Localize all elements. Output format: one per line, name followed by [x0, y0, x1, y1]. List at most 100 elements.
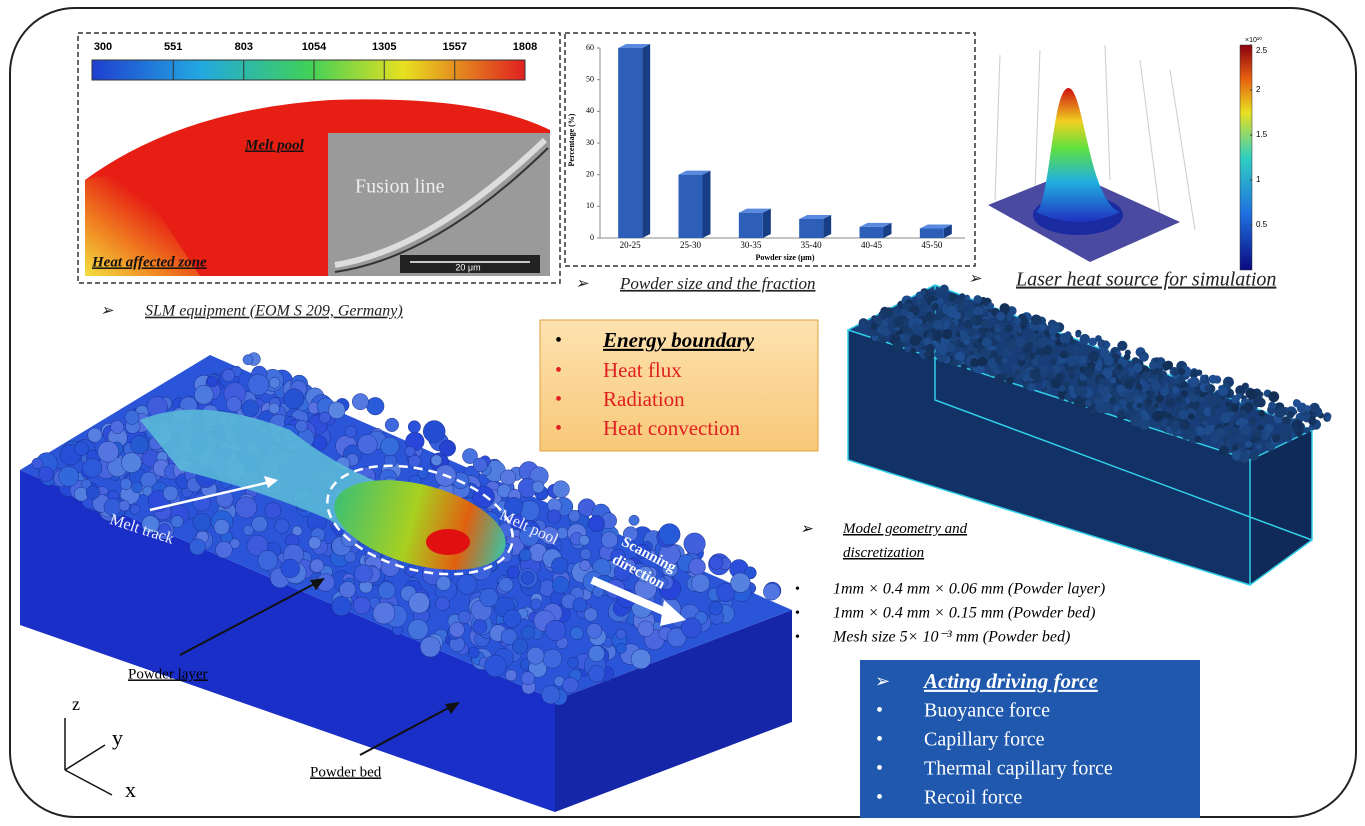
powder-particle: [601, 532, 618, 549]
powder-particle: [512, 639, 528, 655]
powder-particle: [1178, 368, 1185, 375]
powder-particle: [1124, 354, 1131, 361]
powder-particle: [252, 516, 268, 532]
powder-particle: [207, 376, 218, 387]
powder-particle: [1220, 413, 1231, 424]
powder-particle: [1055, 333, 1060, 338]
grid-line: [1105, 45, 1110, 180]
powder-particle: [1085, 400, 1092, 407]
powder-particle: [579, 535, 589, 545]
powder-particle: [1181, 381, 1188, 388]
powder-particle: [942, 329, 952, 339]
x-axis-label: Powder size (μm): [755, 253, 814, 262]
fusion-line-label: Fusion line: [355, 176, 445, 198]
powder-particle: [1219, 445, 1229, 455]
powder-particle: [874, 315, 883, 324]
powder-particle: [32, 458, 43, 469]
axis-x: [65, 770, 112, 795]
powder-particle: [358, 435, 378, 455]
powder-particle: [74, 441, 88, 455]
powder-particle: [1263, 418, 1269, 424]
powder-particle: [214, 519, 230, 535]
scale-label: 20 μm: [455, 262, 480, 272]
powder-particle: [552, 481, 569, 498]
powder-particle: [269, 403, 280, 414]
powder-particle: [1179, 419, 1190, 430]
powder-particle: [964, 339, 970, 345]
powder-particle: [1063, 343, 1068, 348]
x-tick-label: 25-30: [680, 240, 701, 250]
powder-particle: [310, 559, 324, 573]
powder-particle: [629, 515, 639, 525]
powder-particle: [345, 426, 357, 438]
powder-particle: [295, 420, 307, 432]
powder-particle: [1027, 342, 1033, 348]
powder-particle: [1145, 398, 1153, 406]
powder-particle: [860, 321, 867, 328]
powder-particle: [616, 629, 626, 639]
laser-colorbar: [1240, 45, 1252, 270]
bar-side: [763, 209, 771, 238]
colorbar-label: 2: [1256, 85, 1261, 94]
powder-particle: [1040, 365, 1048, 373]
bullet: ➢: [100, 303, 114, 320]
powder-particle: [1117, 410, 1125, 418]
powder-particle: [894, 317, 905, 328]
powder-particle: [1226, 438, 1232, 444]
y-axis-label: Percentage (%): [567, 113, 576, 166]
powder-particle: [925, 312, 934, 321]
grid-line: [1035, 50, 1040, 190]
powder-particle: [910, 335, 921, 346]
bar: [860, 227, 884, 238]
powder-particle: [1296, 430, 1303, 437]
powder-particle: [916, 298, 922, 304]
powder-particle: [968, 329, 976, 337]
powder-particle: [373, 602, 395, 624]
powder-particle: [1066, 356, 1077, 367]
energy-item: Radiation: [603, 387, 685, 411]
model-item: Mesh size 5× 10⁻³ mm (Powder bed): [832, 629, 1070, 646]
powder-particle: [473, 458, 487, 472]
powder-particle: [987, 303, 994, 310]
powder-particle: [906, 312, 914, 320]
powder-particle: [378, 582, 395, 599]
powder-layer-label: Powder layer: [128, 666, 208, 682]
powder-particle: [1070, 339, 1076, 345]
powder-particle: [1124, 393, 1135, 404]
powder-particle: [570, 627, 583, 640]
powder-particle: [431, 455, 442, 466]
powder-particle: [951, 359, 958, 366]
bullet: •: [876, 787, 883, 809]
powder-particle: [879, 337, 886, 344]
powder-particle: [530, 599, 541, 610]
powder-particle: [339, 581, 355, 597]
powder-particle: [543, 649, 562, 668]
powder-particle: [353, 597, 370, 614]
powder-particle: [381, 437, 400, 456]
powder-particle: [1177, 429, 1182, 434]
powder-particle: [1006, 339, 1017, 350]
powder-particle: [937, 354, 945, 362]
powder-particle: [1007, 316, 1012, 321]
powder-particle: [1325, 415, 1331, 421]
powder-particle: [1309, 403, 1319, 413]
bullet: ➢: [575, 276, 589, 293]
powder-particle: [1172, 386, 1179, 393]
powder-particle: [420, 637, 440, 657]
powder-particle: [1293, 399, 1301, 407]
powder-particle: [1028, 383, 1036, 391]
powder-particle: [1060, 350, 1068, 358]
powder-particle: [1203, 421, 1208, 426]
powder-particle: [1031, 315, 1042, 326]
powder-particle: [1001, 357, 1008, 364]
powder-particle: [709, 556, 723, 570]
powder-particle: [1235, 420, 1240, 425]
powder-particle: [1126, 402, 1133, 409]
powder-particle: [1147, 390, 1155, 398]
powder-particle: [519, 549, 531, 561]
powder-bed-label: Powder bed: [310, 764, 382, 780]
powder-particle: [1034, 367, 1040, 373]
powder-particle: [547, 510, 561, 524]
powder-particle: [973, 307, 982, 316]
powder-particle: [1242, 452, 1249, 459]
